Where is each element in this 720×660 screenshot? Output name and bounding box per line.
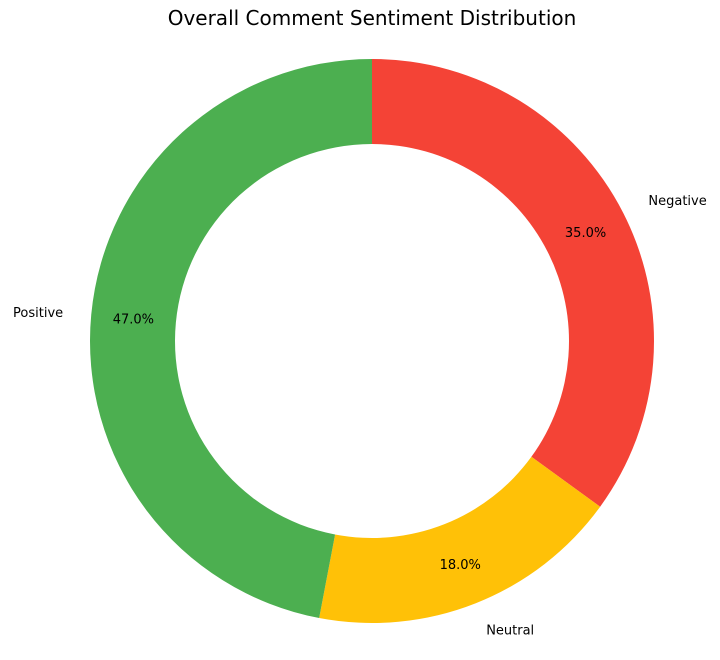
slice-positive bbox=[89, 58, 372, 619]
percent-label-neutral: 18.0% bbox=[440, 558, 481, 573]
slices-group bbox=[89, 58, 654, 623]
category-label-neutral: Neutral bbox=[486, 623, 534, 638]
chart-title: Overall Comment Sentiment Distribution bbox=[168, 6, 577, 30]
slice-negative bbox=[372, 59, 654, 507]
labels-group: Negative 35.0% Neutral 18.0% Positive 47.0% bbox=[13, 194, 707, 638]
percent-label-positive: 47.0% bbox=[113, 312, 154, 327]
percent-label-negative: 35.0% bbox=[565, 226, 606, 241]
slice-neutral bbox=[319, 456, 601, 623]
category-label-positive: Positive bbox=[13, 306, 63, 321]
category-label-negative: Negative bbox=[648, 194, 706, 209]
